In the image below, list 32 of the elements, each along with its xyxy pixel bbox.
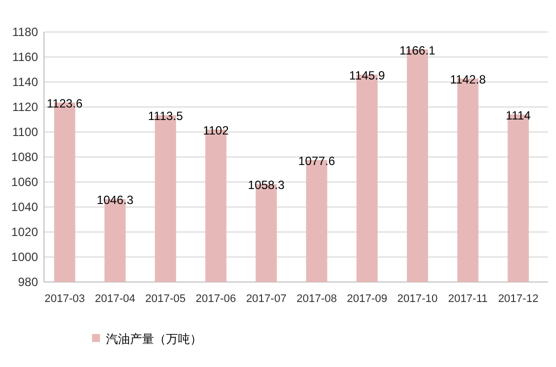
- data-label: 1142.8: [450, 72, 486, 86]
- x-tick-label: 2017-07: [246, 293, 286, 305]
- data-label: 1077.6: [298, 154, 336, 168]
- x-tick-label: 2017-10: [397, 293, 438, 305]
- y-tick-label: 1120: [12, 100, 38, 114]
- data-label: 1123.6: [46, 96, 83, 110]
- x-tick-label: 2017-06: [196, 293, 236, 305]
- y-tick-label: 1180: [12, 25, 38, 39]
- x-tick-label: 2017-11: [448, 293, 488, 305]
- data-label: 1113.5: [148, 109, 184, 124]
- legend-label: 汽油产量（万吨）: [106, 332, 202, 346]
- data-label: 1046.3: [96, 193, 134, 208]
- data-label: 1058.3: [248, 178, 285, 192]
- data-label: 1102: [202, 124, 230, 138]
- y-tick-label: 1080: [11, 150, 38, 164]
- x-tick-label: 2017-04: [94, 293, 136, 305]
- data-label: 1114: [506, 108, 532, 122]
- x-tick-label: 2017-03: [44, 293, 85, 305]
- data-label: 1145.9: [349, 68, 386, 83]
- x-tick-label: 2017-09: [346, 293, 388, 305]
- data-label: 1166.1: [400, 43, 436, 58]
- y-tick-label: 1140: [12, 75, 38, 89]
- y-tick-label: 1160: [12, 50, 38, 64]
- y-tick-label: 980: [18, 275, 38, 289]
- y-tick-label: 1040: [11, 200, 38, 214]
- y-tick-label: 1060: [11, 175, 38, 189]
- x-tick-label: 2017-05: [145, 293, 186, 305]
- y-tick-label: 1020: [11, 225, 38, 239]
- x-tick-label: 2017-08: [296, 293, 337, 305]
- y-tick-label: 1100: [12, 125, 38, 139]
- y-tick-label: 1000: [11, 250, 38, 264]
- x-tick-label: 2017-12: [498, 293, 538, 305]
